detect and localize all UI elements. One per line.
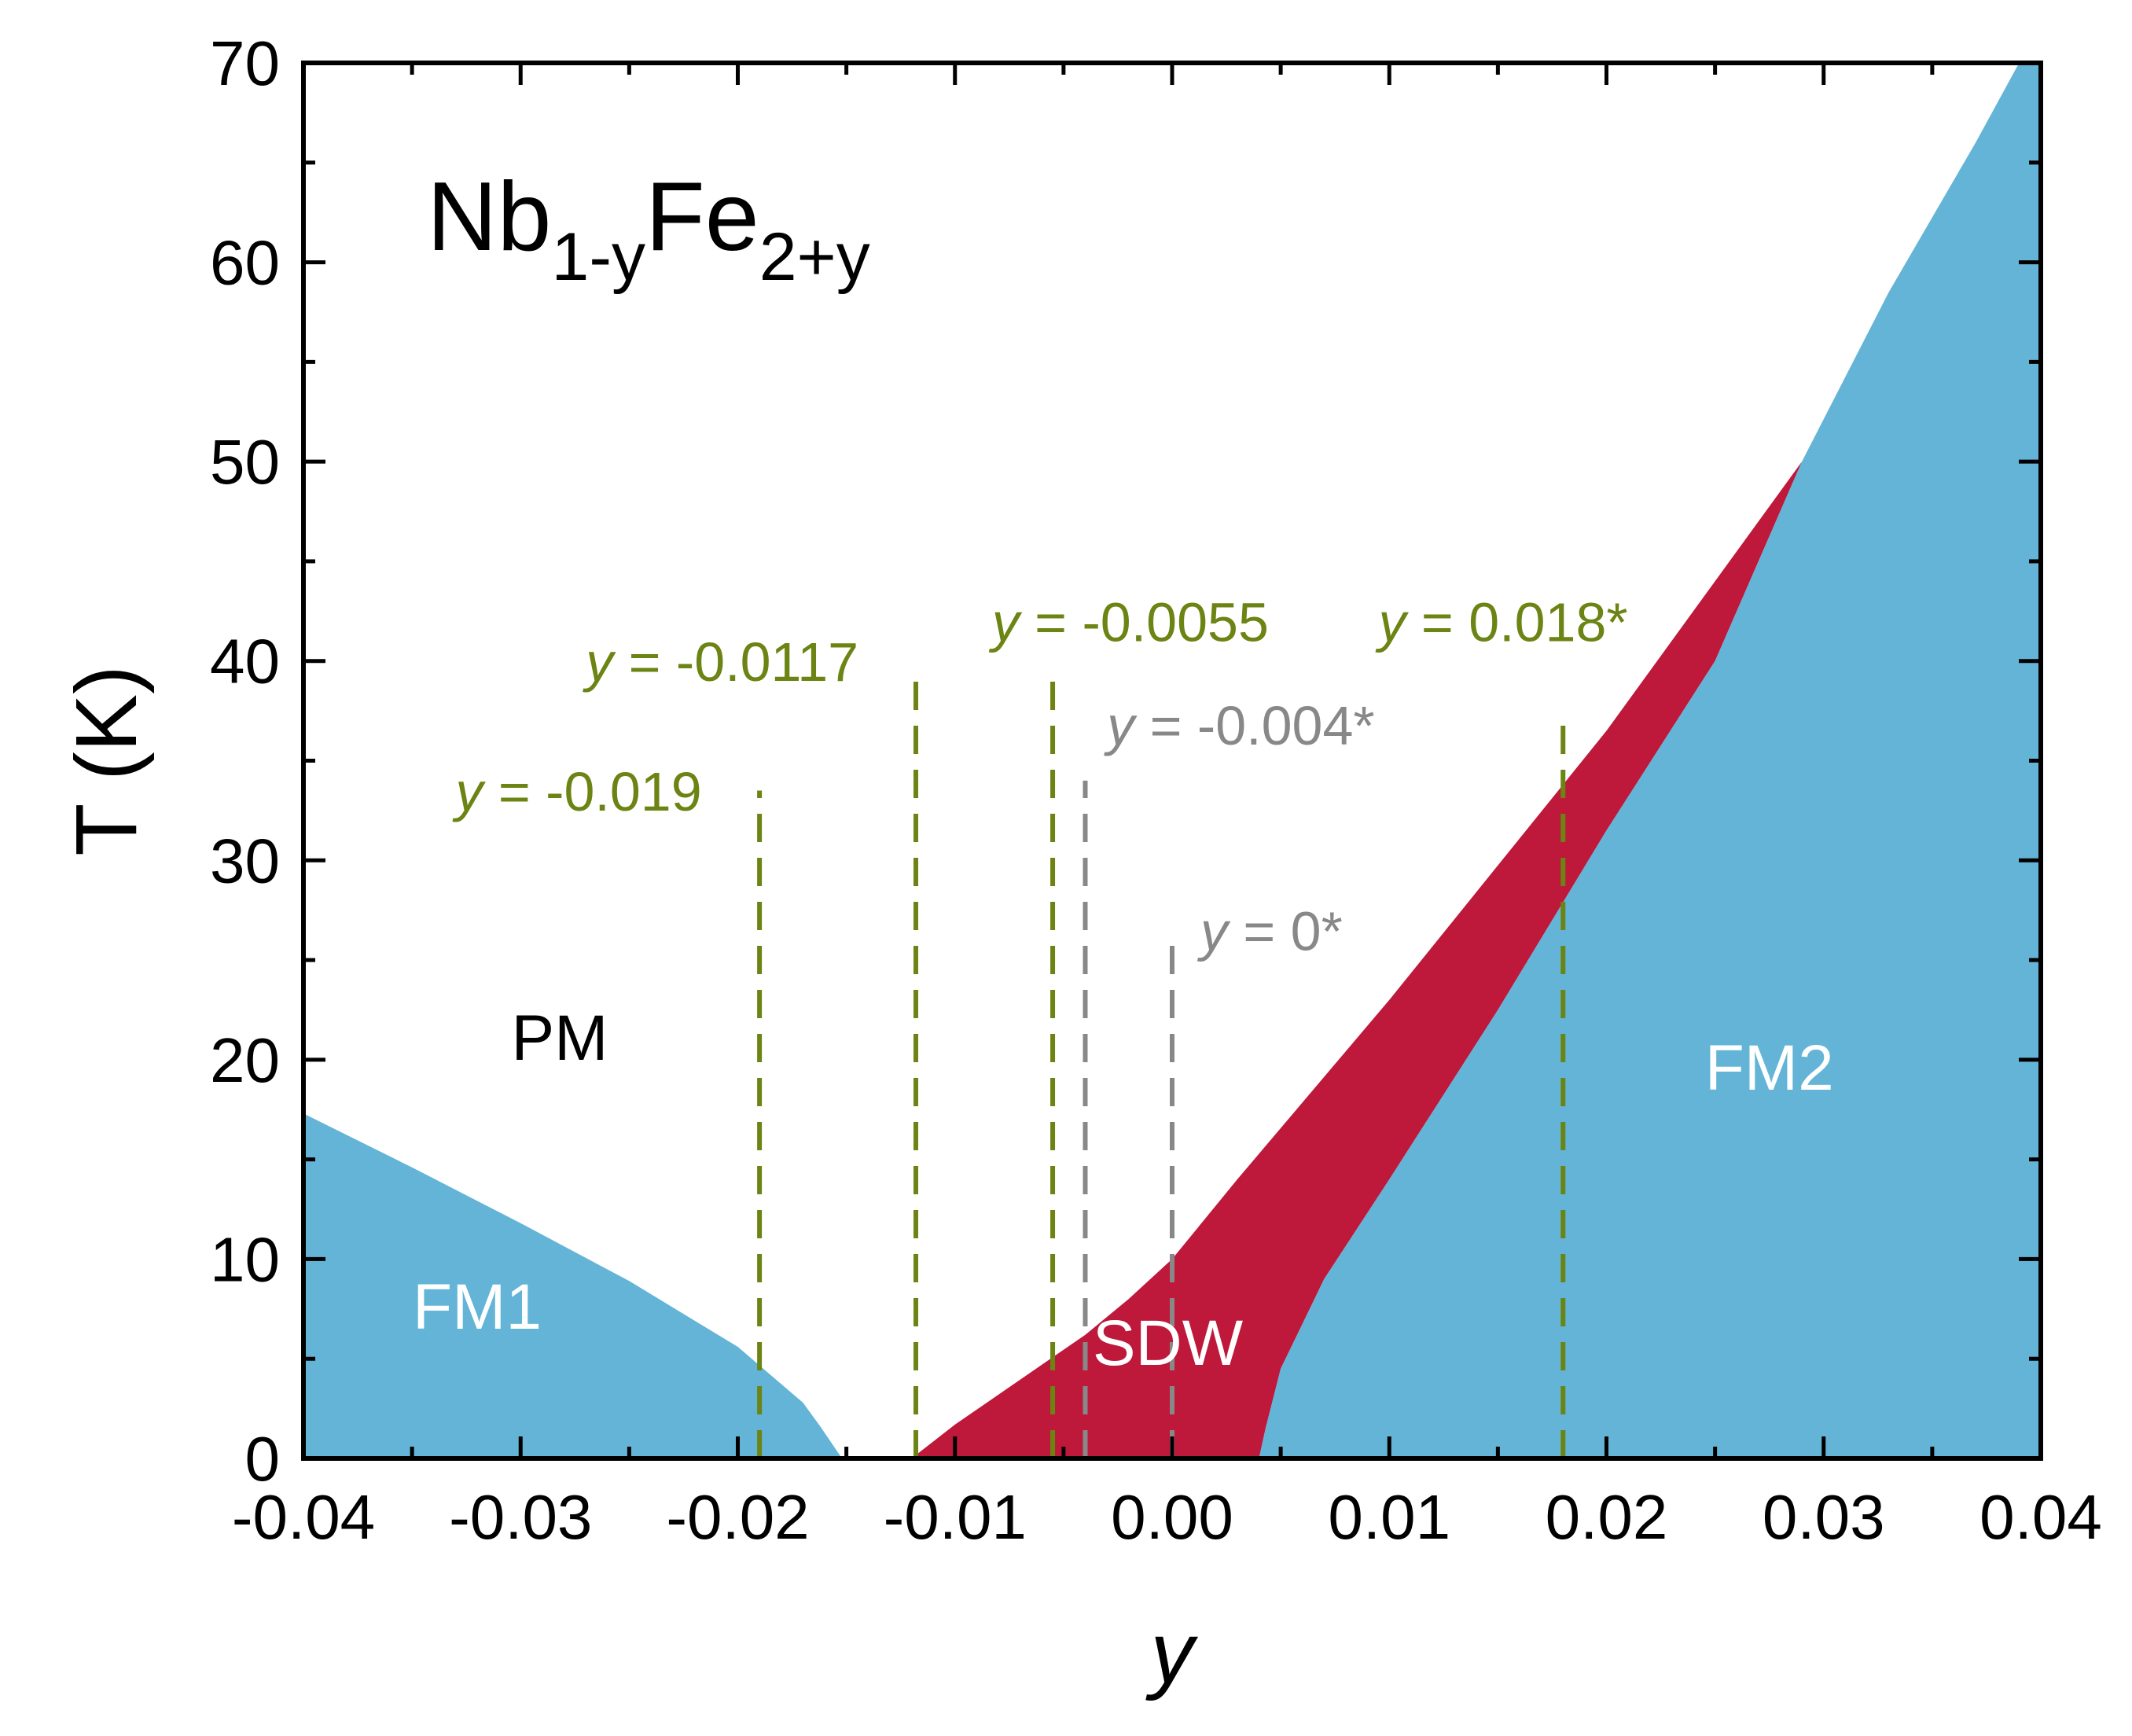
compound-subscript-1: 1-y	[552, 219, 645, 295]
composition-annotations: y = -0.019 y = -0.0117 y = -0.0055 y = 0.01…	[452, 591, 1627, 962]
label-y-0-0117: y = -0.0117	[583, 631, 858, 693]
compound-main-1: Nb	[427, 163, 552, 271]
label-y-0-004: y = -0.004*	[1104, 695, 1375, 756]
x-tick-label: -0.03	[449, 1482, 592, 1552]
label-y-0-0055: y = -0.0055	[989, 591, 1269, 653]
y-tick-label: 0	[245, 1424, 281, 1494]
x-axis-label: y	[1145, 1605, 1199, 1701]
region-label-sdw: SDW	[1093, 1308, 1244, 1379]
region-label-fm1: FM1	[413, 1271, 542, 1343]
composition-lines	[757, 671, 1566, 1458]
y-tick-label: 40	[210, 627, 280, 697]
x-tick-label: 0.01	[1328, 1482, 1450, 1552]
compound-subscript-2: 2+y	[759, 219, 870, 295]
region-fm2	[1259, 63, 2041, 1458]
y-tick-label: 60	[210, 228, 280, 298]
y-tick-label: 20	[210, 1025, 280, 1095]
label-y-0-019: y = -0.019	[452, 761, 701, 822]
y-axis-label: T (K)	[58, 665, 155, 855]
compound-main-2: Fe	[645, 163, 759, 271]
x-tick-label: 0.03	[1763, 1482, 1885, 1552]
x-tick-label: -0.04	[232, 1482, 375, 1552]
x-tick-label: -0.02	[666, 1482, 809, 1552]
compound-formula: Nb1-yFe2+y	[427, 163, 870, 295]
region-fm1	[303, 1113, 843, 1458]
y-tick-label: 30	[210, 826, 280, 896]
region-labels: FM1 SDW FM2 PM	[413, 1002, 1834, 1379]
x-axis-ticks: -0.04 -0.03 -0.02 -0.01 0.00 0.01 0.02 0.03 0.04	[232, 63, 2102, 1552]
region-label-fm2: FM2	[1705, 1032, 1834, 1104]
y-axis-ticks: 0 10 20 30 40 50 60 70	[210, 28, 2041, 1494]
x-tick-label: -0.01	[884, 1482, 1027, 1552]
x-tick-label: 0.00	[1111, 1482, 1233, 1552]
label-y-0-018: y = 0.018*	[1375, 591, 1627, 653]
x-tick-label: 0.02	[1546, 1482, 1668, 1552]
label-y-0: y = 0*	[1197, 900, 1343, 962]
y-tick-label: 70	[210, 28, 280, 98]
region-label-pm: PM	[511, 1002, 608, 1074]
x-tick-label: 0.04	[1979, 1482, 2102, 1552]
y-tick-label: 50	[210, 427, 280, 497]
y-tick-label: 10	[210, 1224, 280, 1294]
phase-regions	[303, 63, 2041, 1458]
